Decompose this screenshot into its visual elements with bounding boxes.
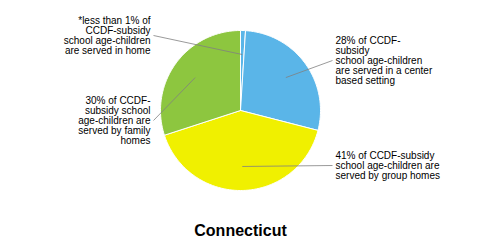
svg-text:41% of CCDF-subsidyschool age-: 41% of CCDF-subsidyschool age-children a… (336, 150, 441, 181)
svg-text:30% of CCDF-subsidy schoolage-: 30% of CCDF-subsidy schoolage-children a… (78, 95, 151, 146)
svg-text:Connecticut: Connecticut (194, 222, 287, 239)
svg-text:28% of CCDF-subsidyschool age-: 28% of CCDF-subsidyschool age-childrenar… (336, 35, 433, 86)
svg-text:*less than 1% ofCCDF-subsidysc: *less than 1% ofCCDF-subsidyschool age-c… (64, 15, 151, 56)
